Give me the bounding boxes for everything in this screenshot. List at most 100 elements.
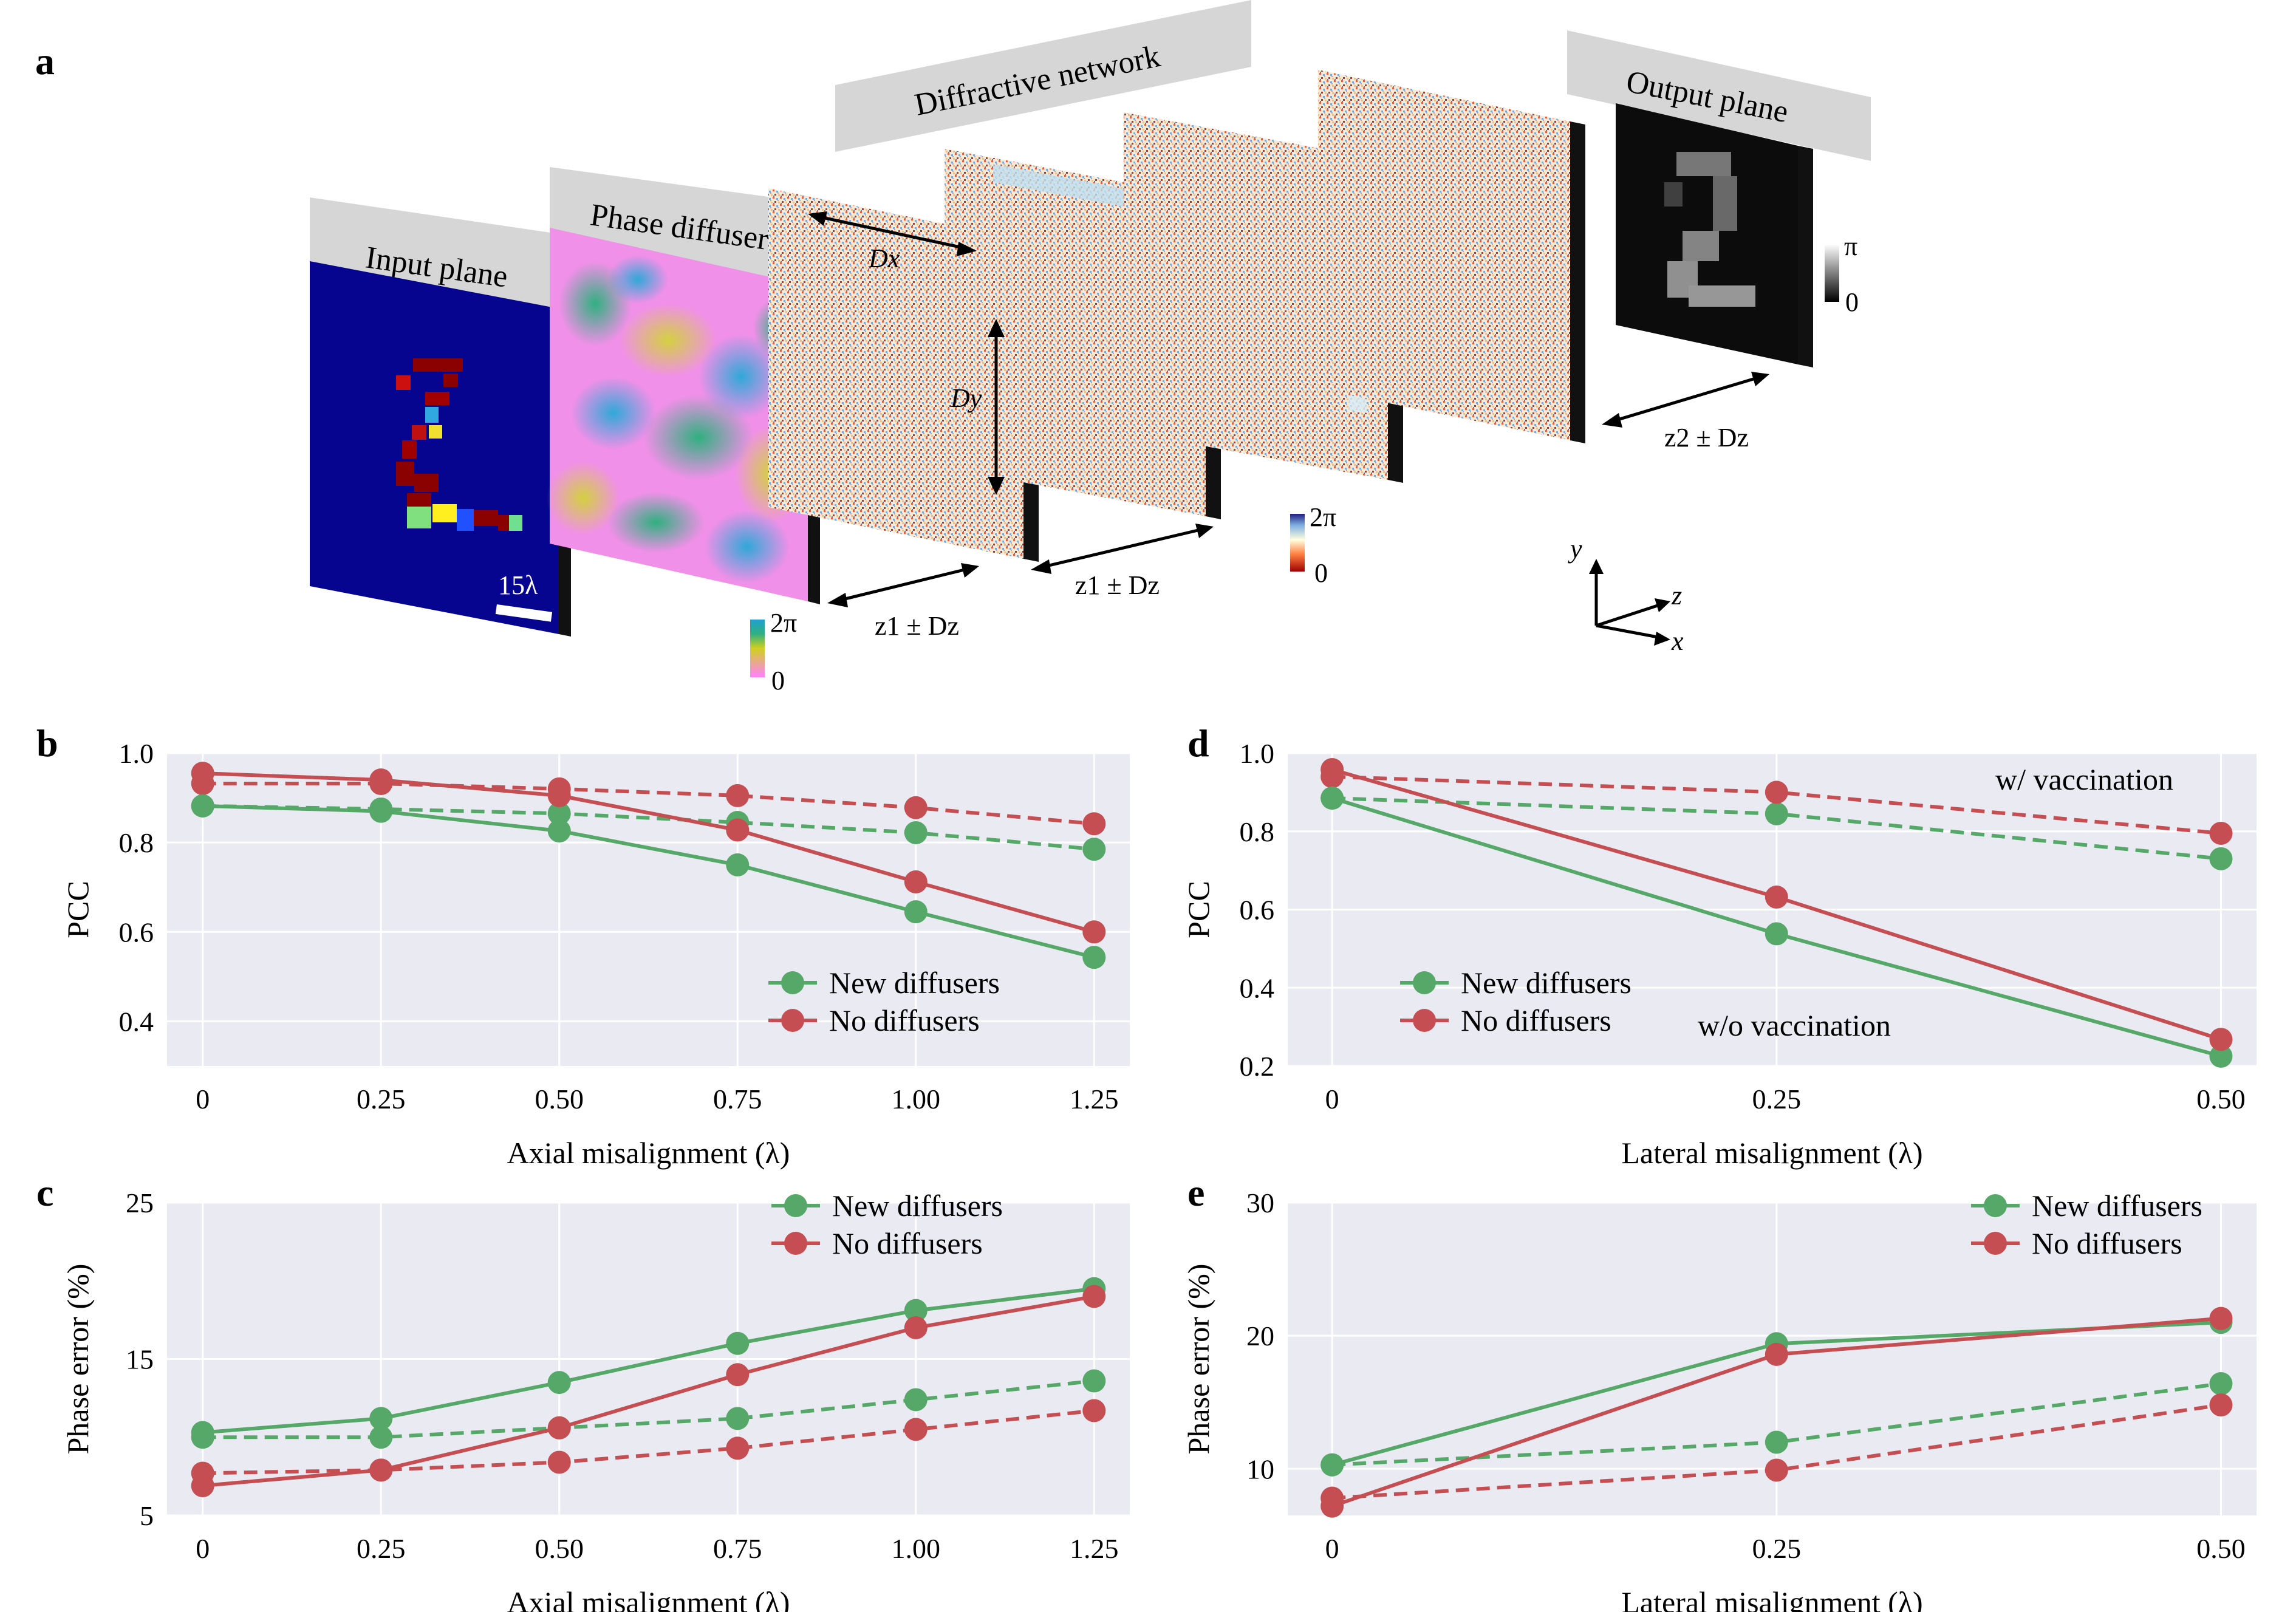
layer-colorbar-min: 0 [1314, 558, 1328, 588]
data-point [1082, 1399, 1106, 1422]
legend-label: No diffusers [829, 1003, 980, 1037]
data-point [2209, 847, 2233, 870]
panel-letter-c: c [36, 1171, 53, 1214]
output-digit [1664, 152, 1755, 307]
data-point [1082, 1369, 1106, 1393]
data-point [2209, 1393, 2233, 1417]
data-point [191, 762, 214, 785]
data-point [547, 819, 571, 843]
data-point [369, 1458, 393, 1482]
x-axis-label: Axial misalignment (λ) [507, 1136, 790, 1170]
input-plane: Input plane [310, 197, 571, 637]
x-tick-label: 0.25 [1752, 1084, 1802, 1115]
legend-marker [781, 971, 804, 994]
diffuser-colorbar: 2π 0 [750, 608, 797, 695]
x-tick-label: 1.25 [1070, 1533, 1119, 1564]
legend-marker [784, 1194, 807, 1217]
data-point [1765, 1458, 1788, 1482]
z2-label: z2 ± Dz [1664, 423, 1749, 453]
data-point [1321, 787, 1344, 810]
data-point [2209, 1044, 2233, 1068]
data-point [904, 1299, 928, 1322]
panel-letter-d: d [1187, 722, 1209, 765]
dx-arrow [808, 211, 977, 256]
x-tick-label: 0 [196, 1533, 210, 1564]
legend-entry-no-diffusers: No diffusers [1971, 1226, 2182, 1260]
dx-label: Dx [868, 244, 900, 273]
input-plane-face [310, 261, 559, 634]
data-point [2209, 1372, 2233, 1396]
series-solid-red [1321, 758, 2233, 1051]
data-point [904, 870, 928, 893]
series-solid-green [191, 794, 1106, 969]
z2-arrow [1602, 372, 1769, 428]
z1-label-b: z1 ± Dz [1075, 570, 1160, 600]
z1-arrow-a [827, 563, 979, 607]
data-point [904, 821, 928, 844]
data-point [1765, 1430, 1788, 1454]
data-point [1765, 922, 1788, 946]
data-point [904, 796, 928, 819]
y-tick-label: 25 [126, 1187, 154, 1218]
series-line [202, 1409, 1095, 1475]
series-solid-red [191, 1285, 1106, 1498]
data-point [1082, 1285, 1106, 1308]
chart-panel-e: e 0 0.25 0.50 10 20 30 Lateral misalignment (λ)… [1181, 1171, 2257, 1612]
x-axis-label: Axial misalignment (λ) [507, 1585, 790, 1612]
x-tick-label: 0.25 [357, 1084, 406, 1115]
y-tick-label: 0.6 [1240, 895, 1275, 926]
data-point [726, 1331, 750, 1355]
series-solid-red [191, 762, 1106, 944]
data-point [547, 1371, 571, 1395]
legend-entry-no-diffusers: No diffusers [768, 1003, 980, 1037]
diffractive-layer-4 [1318, 70, 1585, 443]
scale-bar-label: 15λ [498, 570, 538, 600]
x-tick-label: 1.00 [892, 1533, 941, 1564]
output-colorbar-min: 0 [1845, 287, 1859, 317]
y-tick-label: 0.6 [119, 917, 154, 948]
y-axis-label: PCC [1181, 881, 1215, 938]
data-point [547, 784, 571, 807]
legend-marker [1984, 1194, 2007, 1217]
chart-panel-d: d 0 0.25 0.50 0.2 0.4 0.6 0.8 1.0 Lateral misalig… [1181, 722, 2257, 1170]
legend-entry-no-diffusers: No diffusers [1400, 1003, 1611, 1037]
x-tick-label: 1.25 [1070, 1084, 1119, 1115]
x-axis-label: Lateral misalignment (λ) [1621, 1585, 1922, 1612]
scale-bar [495, 604, 553, 622]
legend-label: New diffusers [832, 1189, 1003, 1223]
x-tick-label: 0.25 [357, 1533, 406, 1564]
annotation-without-vaccination: w/o vaccination [1698, 1008, 1891, 1042]
data-point [1082, 946, 1106, 969]
data-point [1321, 758, 1344, 782]
data-point [1321, 1494, 1344, 1518]
data-point [547, 1416, 571, 1440]
data-point [1765, 885, 1788, 909]
axis-x-label: x [1671, 626, 1684, 656]
data-point [904, 1388, 928, 1412]
y-axis-label: PCC [61, 881, 95, 938]
coordinate-axes [1589, 559, 1670, 646]
axis-y-label: y [1568, 534, 1582, 564]
data-point [369, 799, 393, 823]
x-tick-label: 0 [196, 1084, 210, 1115]
y-tick-label: 5 [140, 1500, 154, 1531]
data-point [1082, 920, 1106, 944]
data-point [191, 1474, 214, 1498]
x-tick-label: 1.00 [892, 1084, 941, 1115]
x-tick-label: 0.75 [713, 1084, 762, 1115]
panel-letter-b: b [36, 722, 58, 765]
legend-label: No diffusers [2032, 1226, 2182, 1260]
layer-colorbar: 2π 0 [1290, 502, 1336, 588]
legend-marker [784, 1232, 807, 1255]
y-axis-label: Phase error (%) [61, 1264, 95, 1455]
z1-label-a: z1 ± Dz [875, 611, 959, 641]
data-point [547, 1450, 571, 1474]
output-plane-banner [1567, 30, 1871, 161]
data-point [191, 1421, 214, 1444]
data-point [904, 1316, 928, 1339]
panel-letter-e: e [1187, 1171, 1204, 1214]
data-point [369, 1426, 393, 1449]
data-point [547, 802, 571, 825]
panel-a: a Input plane [35, 0, 1871, 695]
series-line [202, 1294, 1095, 1488]
